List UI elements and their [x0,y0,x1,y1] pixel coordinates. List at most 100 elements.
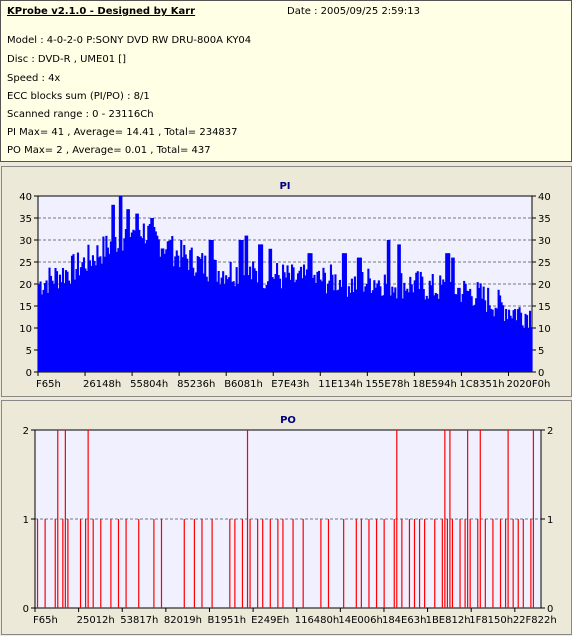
pi-bar [49,275,53,372]
pi-bar [310,253,313,372]
info-line-speed: Speed : 4x [7,73,61,84]
x-tick-label: 53817h [120,615,158,626]
pi-bar [385,283,388,372]
pi-bar [373,280,376,372]
pi-bar [184,254,187,372]
pi-bar [371,290,374,372]
y-tick-label-right: 15 [538,302,551,313]
pi-bar [225,275,228,372]
pi-bar [166,241,169,372]
pi-bar [439,275,442,372]
pi-bar [60,282,63,372]
pi-bar [529,310,532,372]
pi-bar [117,248,120,372]
pi-bar [204,255,207,372]
pi-bar [87,244,90,372]
pi-bar [136,213,139,372]
pi-bar [407,292,410,372]
pi-bar [109,241,112,372]
pi-bar [502,305,505,372]
pi-bar [466,290,469,372]
pi-bar [102,236,105,372]
pi-bar [246,235,249,372]
pi-bar [356,257,359,372]
pi-bar [455,294,458,372]
pi-bar [323,272,327,372]
pi-bar [430,285,433,372]
x-tick-label: 1F8150h [469,615,513,626]
pi-bar [392,292,395,372]
info-line-range: Scanned range : 0 - 23116Ch [7,109,154,120]
x-tick-label: F65h [36,379,61,390]
pi-bar [237,284,240,372]
pi-bar [234,286,237,372]
pi-bar [120,196,123,372]
pi-bar [386,240,389,372]
pi-bar [126,209,129,372]
pi-bar [42,289,45,372]
pi-bar [479,283,482,372]
pi-bar [491,309,494,372]
x-tick-label: B1951h [207,615,246,626]
pi-bar [90,265,93,372]
x-tick-label: 26148h [83,379,121,390]
pi-bar [151,218,154,372]
pi-bar [311,277,315,372]
pi-bar [255,270,258,372]
pi-bar [91,255,94,372]
pi-bar [69,283,72,372]
pi-bar [190,247,193,372]
pi-bar [293,282,297,372]
pi-bar [347,286,350,372]
x-tick-label: F65h [33,615,58,626]
pi-bar [425,295,428,372]
pi-bar [512,310,515,372]
pi-bar [442,279,445,372]
pi-bar [328,280,331,372]
pi-bar [223,284,226,372]
pi-bar [93,260,96,372]
pi-bar [220,277,223,372]
app-title: KProbe v2.1.0 - Designed by Karr [7,6,196,17]
pi-bar [509,315,512,372]
pi-bar [211,240,214,372]
pi-bar [469,288,472,372]
pi-bar [189,250,192,372]
y-tick-label-right: 0 [538,368,544,379]
pi-bar [258,244,261,372]
pi-bar [279,278,282,372]
y-tick-label: 20 [19,280,32,291]
pi-bar [526,315,529,372]
pi-bar [283,272,286,372]
pi-bar [273,278,276,372]
pi-bar [235,267,238,372]
pi-bar [482,286,485,372]
pi-bar [198,257,201,372]
y-tick-label-right: 2 [547,426,553,437]
pi-bar [145,240,148,372]
pi-bar [76,252,80,372]
y-tick-label-right: 0 [547,604,553,615]
pi-bar [331,274,334,372]
pi-bar [274,273,277,372]
pi-bar [153,226,156,372]
pi-bar [488,305,491,372]
pi-bar [518,307,521,372]
pi-bar [238,240,241,372]
pi-bar [340,286,343,372]
pi-bar [157,239,160,372]
pi-bar [305,269,309,372]
pi-bar [329,264,333,372]
pi-bar [362,291,365,372]
pi-bar [319,279,322,372]
pi-bar [57,288,60,372]
pi-bar [314,282,318,372]
pi-bar [270,248,273,372]
pi-bar [135,213,138,372]
pi-bar [472,305,475,372]
pi-bar [282,264,285,372]
x-tick-label: 25012h [77,615,115,626]
pi-bar [82,257,86,372]
info-line-pi-stats: PI Max= 41 , Average= 14.41 , Total= 234… [7,127,238,138]
pi-bar [124,229,127,372]
